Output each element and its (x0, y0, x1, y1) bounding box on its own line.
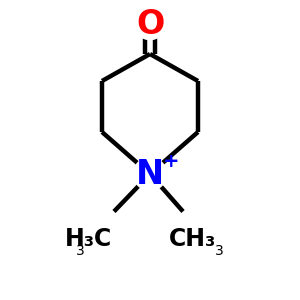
Text: +: + (163, 152, 179, 171)
Circle shape (168, 214, 216, 262)
Text: O: O (136, 8, 164, 41)
Text: N: N (136, 158, 164, 190)
Text: 3: 3 (76, 244, 85, 258)
Circle shape (134, 8, 166, 40)
Text: 3: 3 (214, 244, 224, 258)
Text: CH₃: CH₃ (168, 226, 216, 250)
Circle shape (134, 158, 166, 190)
Circle shape (64, 214, 112, 262)
Text: H₃C: H₃C (65, 226, 112, 250)
